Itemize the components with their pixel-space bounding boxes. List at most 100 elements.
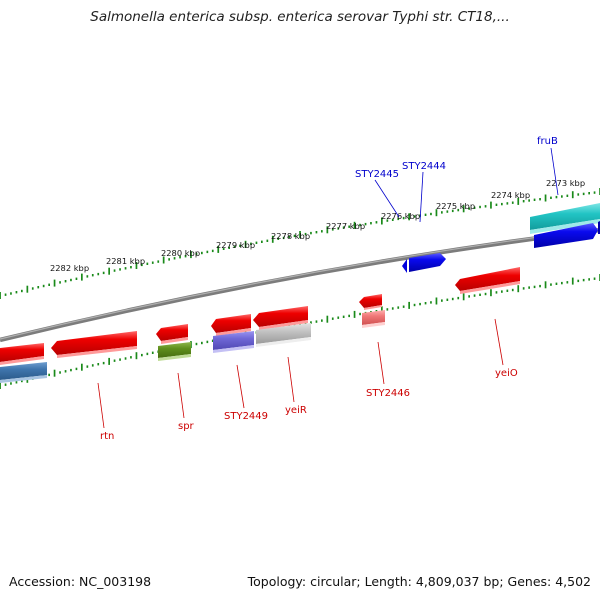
feature-purple[interactable] [213,331,254,350]
minor-tick [211,339,214,342]
minor-tick [315,231,318,234]
gene-label-STY2445: STY2445 [355,169,399,180]
minor-tick [124,267,127,270]
major-tick [81,363,83,371]
minor-tick [184,255,187,258]
minor-tick [441,299,443,302]
gene-STY2444[interactable] [409,253,446,272]
minor-tick [146,352,149,356]
minor-tick [59,281,61,284]
gene-blue-forward[interactable] [534,223,598,248]
minor-tick [451,209,454,213]
minor-tick [201,251,203,255]
minor-tick [501,202,503,206]
minor-tick [484,205,487,208]
minor-tick [173,257,176,260]
gene-rtn[interactable] [51,331,137,355]
feature-olive[interactable] [158,342,191,358]
minor-tick [391,218,394,221]
minor-tick [337,316,340,319]
major-tick [571,191,574,199]
gene-STY2446[interactable] [359,294,382,308]
major-tick [108,267,110,275]
minor-tick [141,263,143,267]
major-tick [408,213,410,221]
minor-tick [430,212,432,216]
minor-tick [321,230,323,233]
minor-tick [451,297,454,301]
minor-tick [402,216,405,220]
minor-tick [31,287,34,290]
kbp-scale-labels: 2282 kbp 2281 kbp 2280 kbp 2279 kbp 2278… [50,178,585,273]
major-tick [353,221,356,229]
minor-tick [561,195,563,198]
major-tick [53,369,56,377]
gene-label-STY2449: STY2449 [224,411,268,422]
minor-tick [473,206,476,209]
gene-spr[interactable] [156,324,188,341]
major-tick [544,281,547,289]
outer-tick-ring [0,188,600,299]
minor-tick [522,287,525,290]
minor-tick [119,358,121,361]
minor-tick [555,195,558,199]
minor-tick [250,242,252,245]
minor-tick [91,274,94,277]
minor-tick [233,245,236,248]
minor-tick [21,379,23,383]
minor-tick [228,246,230,249]
gene-STY2449[interactable] [211,314,251,333]
major-tick [244,240,247,248]
minor-tick [588,278,590,281]
major-tick [81,273,83,281]
minor-tick [10,292,12,295]
kbp-label: 2280 kbp [161,248,200,258]
minor-tick [310,231,312,235]
major-tick [0,292,1,299]
major-tick [135,352,138,360]
feature-steelblue[interactable] [0,362,47,380]
minor-tick [206,250,209,254]
minor-tick [495,203,498,206]
kbp-label: 2278 kbp [271,231,310,241]
gene-STY2445[interactable] [402,259,407,273]
minor-tick [561,281,563,285]
minor-tick [282,236,285,240]
minor-tick [413,303,416,307]
minor-tick [151,261,154,264]
minor-tick [577,193,580,196]
major-tick [517,197,520,205]
kbp-label: 2274 kbp [491,190,530,200]
minor-tick [348,314,350,318]
minor-tick [391,307,394,310]
minor-tick [337,227,340,230]
minor-tick [70,368,72,372]
minor-tick [130,266,132,269]
minor-tick [86,275,89,278]
minor-tick [468,295,470,298]
minor-tick [42,284,45,288]
major-tick [135,262,138,269]
minor-tick [179,256,181,259]
major-tick [26,285,29,293]
minor-tick [501,290,503,293]
minor-tick [424,213,427,216]
minor-tick [342,226,345,229]
gene-yeiO[interactable] [455,267,520,291]
minor-tick [222,247,225,250]
minor-tick [59,371,61,374]
minor-tick [310,321,312,324]
map-title: Salmonella enterica subsp. enterica sero… [90,9,510,25]
minor-tick [255,241,258,244]
minor-tick [266,239,269,242]
minor-tick [141,353,143,357]
minor-tick [64,370,67,373]
gene-fruB[interactable] [530,203,600,230]
minor-tick [201,341,203,345]
minor-tick [119,268,121,271]
gene-left-red[interactable] [0,343,44,362]
minor-tick [97,272,100,276]
feature-pink[interactable] [362,310,385,325]
minor-tick [304,232,307,236]
gene-yeiR[interactable] [253,306,308,327]
